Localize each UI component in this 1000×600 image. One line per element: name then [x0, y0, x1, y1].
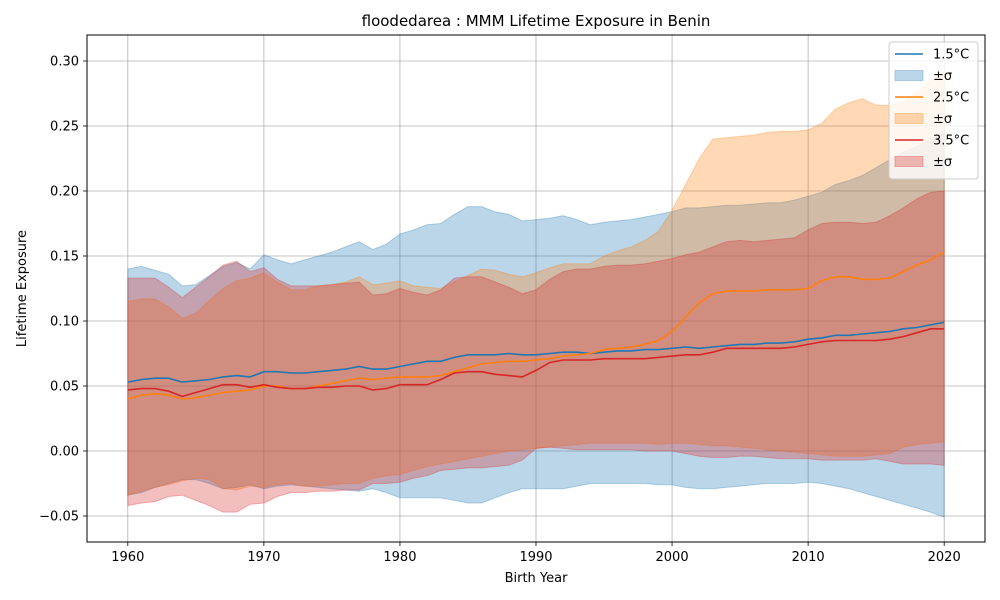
axis-ticks: 1960 1970 1980 1990 2000 2010 2020 −0.05 0.00 0.0… [39, 55, 961, 566]
band-1.5°C [127, 130, 945, 519]
y-tick-label: 0.30 [50, 55, 79, 70]
chart-title: floodedarea : MMM Lifetime Exposure in B… [362, 12, 711, 30]
legend-label: ±σ [933, 69, 952, 84]
y-axis-label: Lifetime Exposure [15, 230, 30, 347]
x-tick-label: 2010 [792, 550, 825, 565]
y-tick-label: 0.00 [50, 445, 79, 460]
x-tick-label: 1990 [519, 550, 552, 565]
legend-band-swatch [894, 156, 924, 167]
legend-label: 3.5°C [933, 134, 969, 149]
y-tick-label: −0.05 [39, 510, 79, 525]
x-tick-label: 2000 [656, 550, 689, 565]
y-tick-label: 0.05 [50, 380, 79, 395]
series-line-2.5°C [127, 251, 945, 400]
series-line-1.5°C [127, 321, 945, 383]
grid [87, 35, 985, 542]
uncertainty-bands [127, 70, 945, 519]
y-tick-label: 0.25 [50, 120, 79, 135]
y-tick-label: 0.20 [50, 185, 79, 200]
legend-label: 1.5°C [933, 48, 969, 63]
x-tick-label: 1960 [111, 550, 144, 565]
legend-band-swatch [894, 113, 924, 124]
x-tick-label: 1980 [383, 550, 416, 565]
series-lines [127, 251, 945, 400]
legend-label: ±σ [933, 155, 952, 170]
legend: 1.5°C ±σ 2.5°C ±σ 3.5°C ±σ [888, 41, 979, 180]
legend-box [888, 41, 979, 180]
y-tick-label: 0.15 [50, 250, 79, 265]
band-2.5°C [127, 70, 945, 496]
y-tick-label: 0.10 [50, 315, 79, 330]
x-tick-label: 2020 [928, 550, 961, 565]
legend-label: 2.5°C [933, 91, 969, 106]
x-tick-label: 1970 [247, 550, 280, 565]
x-axis-label: Birth Year [505, 571, 569, 586]
band-3.5°C [127, 190, 945, 513]
legend-label: ±σ [933, 112, 952, 127]
legend-band-swatch [894, 70, 924, 81]
series-line-3.5°C [127, 327, 945, 398]
